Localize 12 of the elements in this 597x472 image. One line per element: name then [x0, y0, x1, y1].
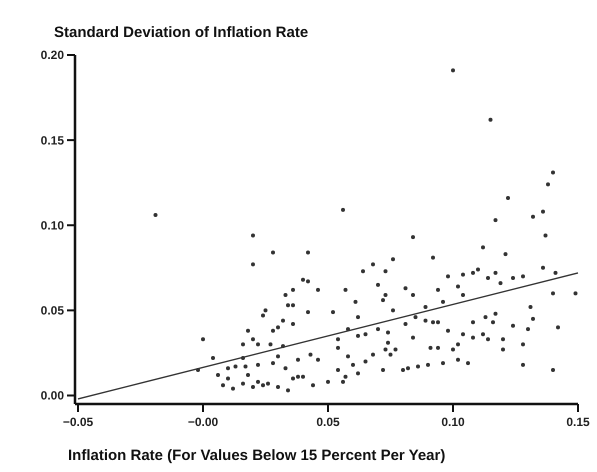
- y-axis-title: Standard Deviation of Inflation Rate: [54, 24, 308, 41]
- x-tick-label: −0.05: [62, 415, 94, 429]
- y-tick-label: 0.00: [40, 388, 64, 403]
- x-tick-label: 0.10: [441, 415, 465, 429]
- x-tick-label: −0.00: [188, 415, 218, 429]
- y-tick-label: 0.15: [40, 133, 64, 148]
- y-tick-label: 0.05: [40, 304, 64, 318]
- x-tick-label: 0.05: [316, 415, 340, 429]
- y-tick-label: 0.10: [40, 218, 64, 232]
- x-axis-title: Inflation Rate (For Values Below 15 Percent Per Year): [68, 447, 446, 464]
- x-tick-label: 0.15: [566, 415, 590, 429]
- y-tick-label: 0.20: [40, 48, 64, 62]
